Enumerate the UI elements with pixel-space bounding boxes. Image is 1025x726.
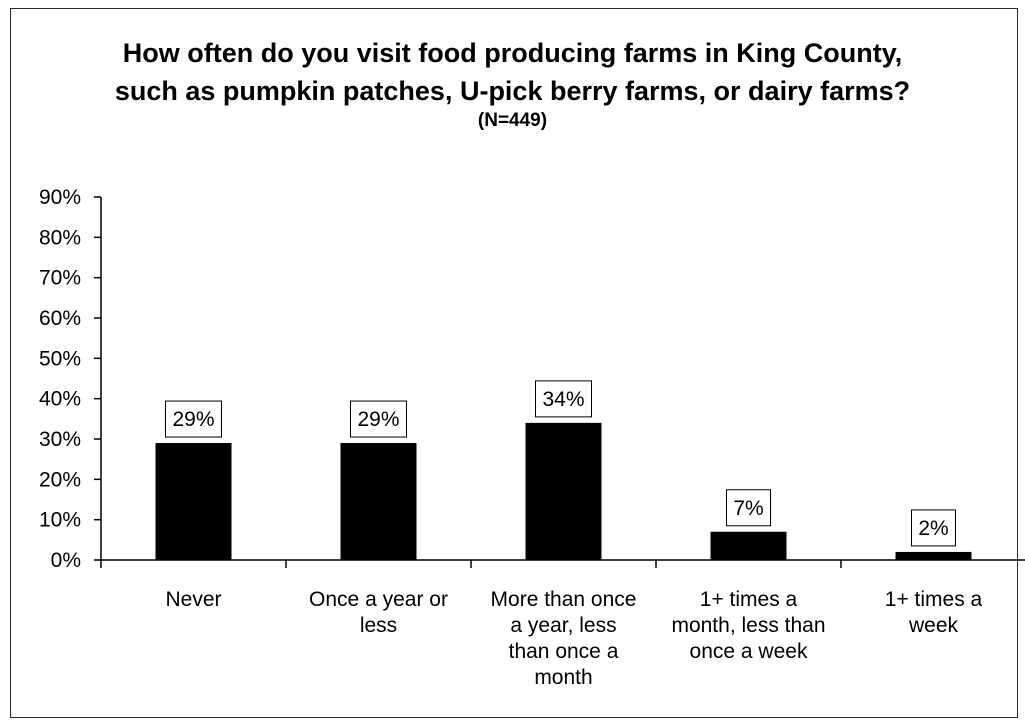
bar bbox=[525, 422, 602, 560]
data-label-box bbox=[726, 489, 771, 527]
category-label-line: month bbox=[534, 666, 592, 689]
y-tick-label: 60% bbox=[39, 307, 81, 330]
y-axis: 0% 10% 20% 30% 40% 50% 60% 70% 80% 90% bbox=[39, 186, 102, 572]
category-label-line: a year, less bbox=[510, 614, 616, 637]
y-tick-label: 80% bbox=[39, 226, 81, 249]
data-labels: 29% 29% 34% 7% 2% bbox=[165, 380, 956, 547]
category-label-line: 1+ times a bbox=[700, 588, 798, 611]
data-label-box bbox=[165, 400, 222, 438]
category-label-line: More than once bbox=[491, 588, 637, 611]
bars bbox=[155, 422, 972, 560]
category-label: 1+ times a month, less than once a week bbox=[671, 588, 825, 663]
y-tick-label: 40% bbox=[39, 388, 81, 411]
bar bbox=[895, 551, 972, 560]
category-label-line: month, less than bbox=[671, 614, 825, 637]
chart-subtitle: (N=449) bbox=[477, 110, 548, 131]
category-label: Once a year or less bbox=[309, 588, 448, 637]
bar bbox=[710, 531, 787, 560]
category-label-line: Never bbox=[165, 588, 221, 611]
data-label: 29% bbox=[357, 408, 399, 431]
chart-title-block: How often do you visit food producing fa… bbox=[0, 34, 1025, 132]
data-label: 7% bbox=[733, 497, 763, 520]
data-label-box bbox=[350, 400, 407, 438]
category-label-line: week bbox=[908, 614, 959, 637]
chart-frame bbox=[10, 8, 1018, 718]
category-labels: Never Once a year or less More than once a y… bbox=[165, 588, 982, 689]
y-tick-label: 30% bbox=[39, 428, 81, 451]
category-label-line: less bbox=[360, 614, 397, 637]
category-label-line: than once a bbox=[509, 640, 619, 663]
bar bbox=[155, 443, 232, 560]
y-tick-label: 70% bbox=[39, 267, 81, 290]
bar bbox=[340, 443, 417, 560]
chart-title: How often do you visit food producing fa… bbox=[114, 38, 911, 106]
y-tick-label: 20% bbox=[39, 468, 81, 491]
data-label-box bbox=[535, 380, 592, 418]
y-tick-label: 90% bbox=[39, 186, 81, 209]
category-label-line: 1+ times a bbox=[885, 588, 983, 611]
data-label-box bbox=[911, 509, 956, 547]
category-label-line: once a week bbox=[690, 640, 808, 663]
y-tick-label: 10% bbox=[39, 509, 81, 532]
y-tick-label: 0% bbox=[51, 549, 81, 572]
category-label: More than once a year, less than once a mon… bbox=[491, 588, 637, 689]
data-label: 29% bbox=[172, 408, 214, 431]
y-tick-label: 50% bbox=[39, 347, 81, 370]
data-label: 2% bbox=[918, 517, 948, 540]
category-label: 1+ times a week bbox=[885, 588, 983, 637]
category-label: Never bbox=[165, 588, 221, 611]
category-label-line: Once a year or bbox=[309, 588, 448, 611]
data-label: 34% bbox=[542, 388, 584, 411]
x-axis bbox=[100, 559, 1025, 568]
